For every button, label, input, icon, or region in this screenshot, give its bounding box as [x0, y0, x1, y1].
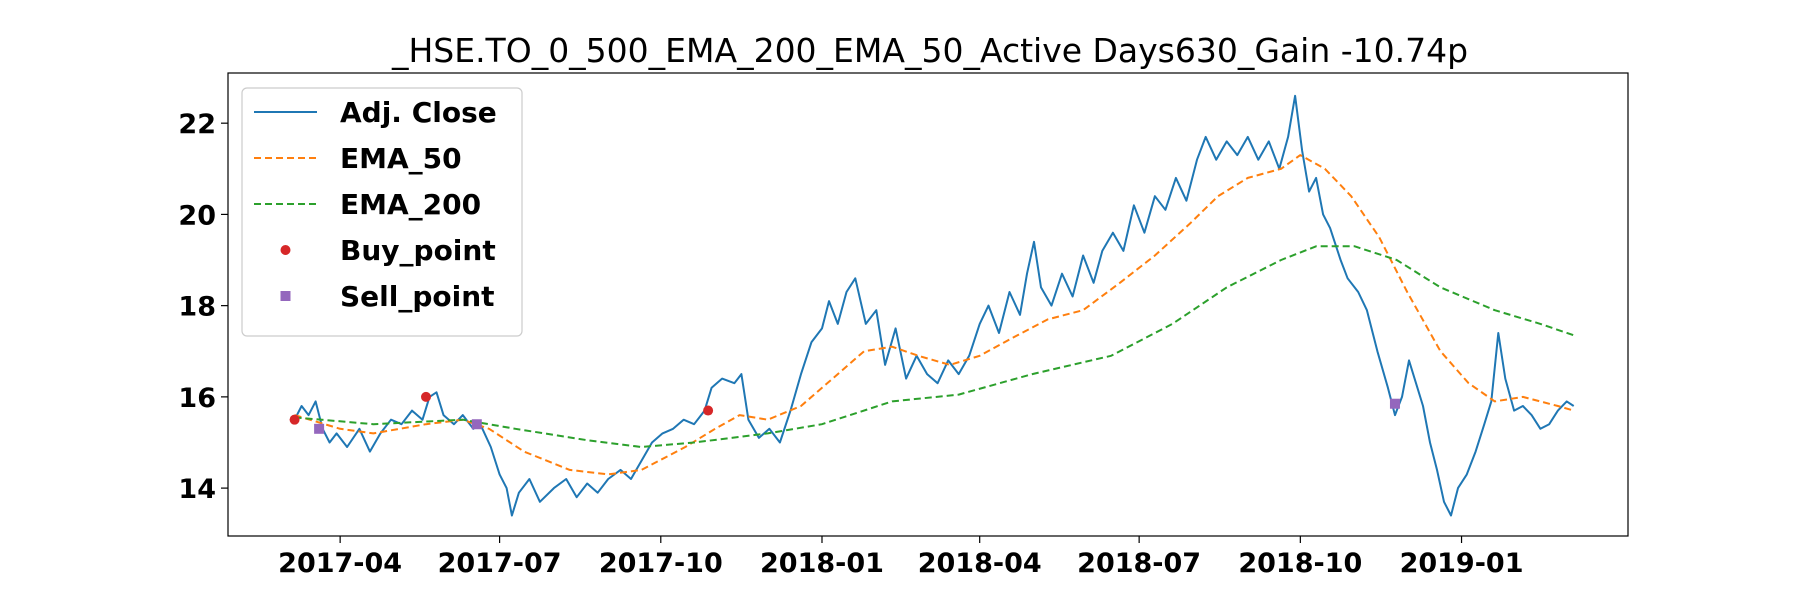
legend: Adj. Close EMA_50 EMA_200 Buy_point Sell_poi…: [241, 87, 523, 337]
buy-point-marker: [420, 391, 431, 402]
x-tick-label: 2018-10: [1238, 548, 1362, 579]
sell-point-marker: [314, 423, 325, 434]
x-tick-label: 2018-04: [918, 548, 1042, 579]
sell-point-marker: [471, 419, 482, 430]
x-tick-label: 2017-04: [278, 548, 402, 579]
series-line-adj-close: [293, 94, 1575, 517]
y-tick-label: 22: [178, 109, 216, 140]
legend-swatch-buy-point: [280, 245, 291, 255]
legend-label-ema-200: EMA_200: [340, 188, 481, 221]
axis-layer: 14 16 18 20 22 2017-04 2017-07 2017-10 2018-01 20…: [178, 109, 1523, 579]
marker-layer: [289, 391, 1400, 434]
legend-label-ema-50: EMA_50: [340, 142, 462, 175]
y-tick-label: 16: [178, 383, 216, 414]
buy-point-marker: [703, 405, 714, 416]
legend-box: [241, 87, 523, 337]
series-line-ema-50: [294, 154, 1574, 476]
y-tick-label: 20: [178, 200, 216, 231]
series-layer: [293, 94, 1575, 517]
x-tick-label: 2018-07: [1077, 548, 1201, 579]
legend-label-buy-point: Buy_point: [340, 234, 496, 267]
chart-title: _HSE.TO_0_500_EMA_200_EMA_50_Active Days…: [391, 31, 1468, 70]
buy-point-marker: [289, 414, 300, 425]
legend-swatch-sell-point: [280, 291, 291, 301]
y-tick-label: 14: [178, 474, 216, 505]
x-tick-label: 2017-10: [599, 548, 723, 579]
series-line-ema-200: [294, 245, 1575, 448]
x-tick-label: 2017-07: [438, 548, 562, 579]
legend-label-sell-point: Sell_point: [340, 280, 495, 313]
y-tick-label: 18: [178, 292, 216, 323]
legend-label-adj-close: Adj. Close: [340, 96, 497, 129]
x-tick-label: 2019-01: [1400, 548, 1524, 579]
sell-point-marker: [1389, 398, 1400, 409]
x-tick-label: 2018-01: [760, 548, 884, 579]
